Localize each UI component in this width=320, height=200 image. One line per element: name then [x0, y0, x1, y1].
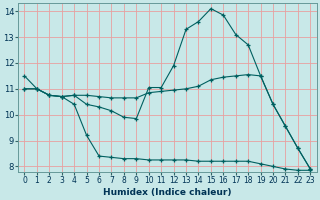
- X-axis label: Humidex (Indice chaleur): Humidex (Indice chaleur): [103, 188, 232, 197]
